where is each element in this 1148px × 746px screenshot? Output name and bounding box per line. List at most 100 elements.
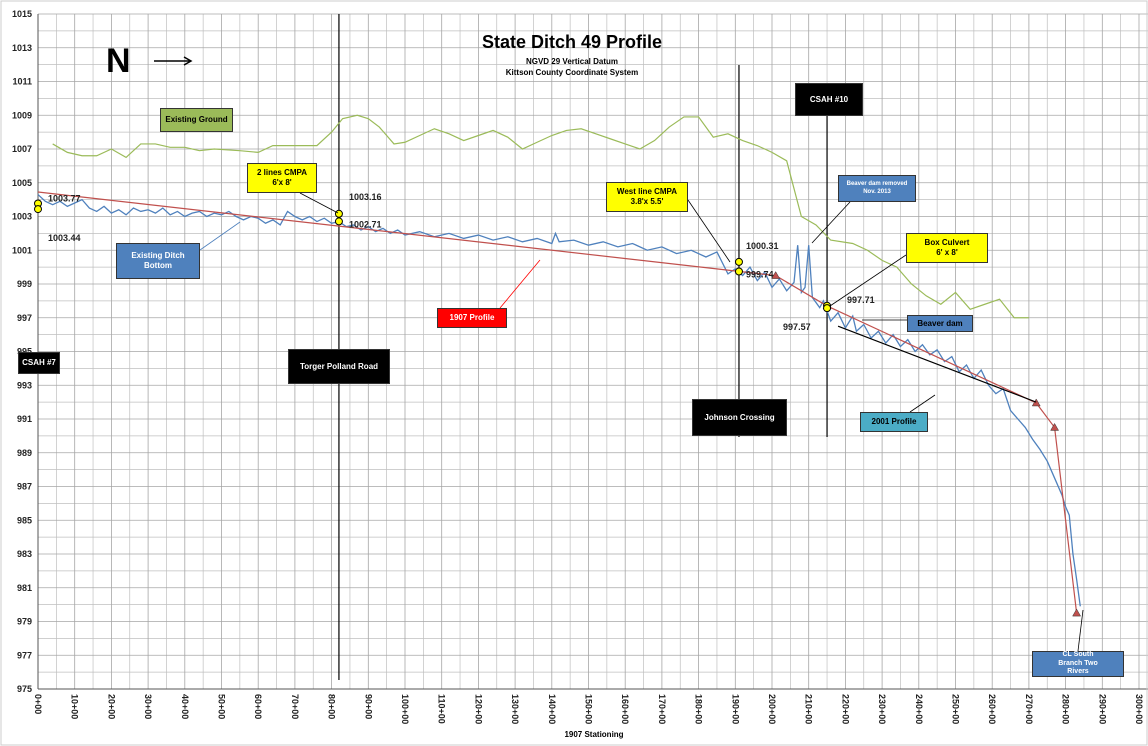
profile-marker <box>1050 422 1060 431</box>
marked-point <box>734 267 743 276</box>
point-label: 997.57 <box>783 322 811 332</box>
y-tick-label: 999 <box>17 279 32 289</box>
marked-point <box>823 304 832 313</box>
point-label: 1003.44 <box>48 233 81 243</box>
x-tick-label: 220+00 <box>840 694 850 724</box>
y-tick-label: 989 <box>17 448 32 458</box>
callout: CL South Branch Two Rivers <box>1032 651 1124 677</box>
y-tick-label: 1015 <box>12 9 32 19</box>
x-tick-label: 260+00 <box>987 694 997 724</box>
series-line <box>37 194 1081 607</box>
x-tick-label: 170+00 <box>657 694 667 724</box>
point-label: 997.71 <box>847 295 875 305</box>
y-tick-label: 991 <box>17 414 32 424</box>
callout: Johnson Crossing <box>692 399 787 436</box>
y-tick-label: 993 <box>17 380 32 390</box>
series-line <box>37 191 1078 614</box>
x-tick-label: 200+00 <box>767 694 777 724</box>
y-tick-label: 981 <box>17 583 32 593</box>
x-tick-label: 120+00 <box>473 694 483 724</box>
marked-point <box>334 209 343 218</box>
y-tick-label: 1003 <box>12 212 32 222</box>
callout: Beaver dam removed Nov. 2013 <box>838 175 916 202</box>
x-tick-label: 110+00 <box>437 694 447 724</box>
x-tick-label: 60+00 <box>253 694 263 719</box>
x-tick-label: 180+00 <box>694 694 704 724</box>
x-tick-label: 0+00 <box>33 694 43 714</box>
x-tick-label: 230+00 <box>877 694 887 724</box>
y-tick-label: 987 <box>17 482 32 492</box>
x-tick-label: 20+00 <box>106 694 116 719</box>
y-tick-label: 979 <box>17 617 32 627</box>
point-label: 1003.16 <box>349 192 382 202</box>
y-tick-label: 1005 <box>12 178 32 188</box>
north-arrow <box>154 56 193 66</box>
callout: 1907 Profile <box>437 308 507 328</box>
callout: Existing Ground <box>160 108 233 132</box>
y-tick-label: 985 <box>17 515 32 525</box>
point-label: 1002.71 <box>349 219 382 229</box>
y-tick-label: 975 <box>17 684 32 694</box>
x-tick-label: 270+00 <box>1024 694 1034 724</box>
x-tick-label: 140+00 <box>547 694 557 724</box>
x-axis-label: 1907 Stationing <box>564 730 623 739</box>
callout: CSAH #7 <box>18 352 60 374</box>
x-tick-label: 300+00 <box>1134 694 1144 724</box>
point-label: 999.74 <box>746 270 774 280</box>
x-tick-label: 240+00 <box>914 694 924 724</box>
y-tick-label: 1013 <box>12 43 32 53</box>
y-tick-label: 1007 <box>12 144 32 154</box>
subtitle: NGVD 29 Vertical Datum <box>526 57 618 66</box>
x-tick-label: 90+00 <box>363 694 373 719</box>
x-tick-label: 290+00 <box>1097 694 1107 724</box>
x-tick-label: 150+00 <box>584 694 594 724</box>
y-tick-label: 1009 <box>12 110 32 120</box>
series-line <box>837 325 1037 403</box>
x-tick-label: 70+00 <box>290 694 300 719</box>
callout: West line CMPA 3.8'x 5.5' <box>606 182 688 212</box>
callout: Beaver dam <box>907 315 973 332</box>
north-label: N <box>106 42 131 80</box>
x-tick-label: 100+00 <box>400 694 410 724</box>
profile-marker <box>1031 398 1041 407</box>
marked-point <box>334 217 343 226</box>
x-tick-label: 190+00 <box>730 694 740 724</box>
y-tick-label: 977 <box>17 650 32 660</box>
series-line <box>52 114 1029 319</box>
marked-point <box>34 205 42 214</box>
x-tick-label: 130+00 <box>510 694 520 724</box>
profile-marker <box>1072 608 1082 617</box>
x-tick-label: 50+00 <box>217 694 227 719</box>
x-tick-label: 80+00 <box>327 694 337 719</box>
subtitle: Kittson County Coordinate System <box>506 68 638 77</box>
point-label: 1003.77 <box>48 194 81 204</box>
callout: 2001 Profile <box>860 412 928 432</box>
y-tick-label: 995 <box>17 347 32 357</box>
y-tick-label: 983 <box>17 549 32 559</box>
point-label: 1000.31 <box>746 241 779 251</box>
marked-point <box>734 257 743 266</box>
x-tick-label: 30+00 <box>143 694 153 719</box>
x-tick-label: 160+00 <box>620 694 630 724</box>
y-tick-label: 1011 <box>12 77 32 87</box>
profile-marker <box>771 271 781 279</box>
x-tick-label: 10+00 <box>70 694 80 719</box>
callout: Torger Polland Road <box>288 349 390 384</box>
y-tick-label: 997 <box>17 313 32 323</box>
x-tick-label: 210+00 <box>804 694 814 724</box>
callout: CSAH #10 <box>795 83 863 116</box>
callout: 2 lines CMPA 6'x 8' <box>247 163 317 193</box>
x-tick-label: 280+00 <box>1061 694 1071 724</box>
marks: 1003.77 1003.44 1003.16 1002.71 1000.31 999.7… <box>34 14 1082 680</box>
x-tick-label: 40+00 <box>180 694 190 719</box>
callout: Box Culvert 6' x 8' <box>906 233 988 263</box>
y-tick-label: 1001 <box>12 245 32 255</box>
chart-title: State Ditch 49 Profile <box>482 32 662 52</box>
callout: Existing Ditch Bottom <box>116 243 200 279</box>
leaders <box>199 192 1084 652</box>
x-tick-label: 250+00 <box>951 694 961 724</box>
